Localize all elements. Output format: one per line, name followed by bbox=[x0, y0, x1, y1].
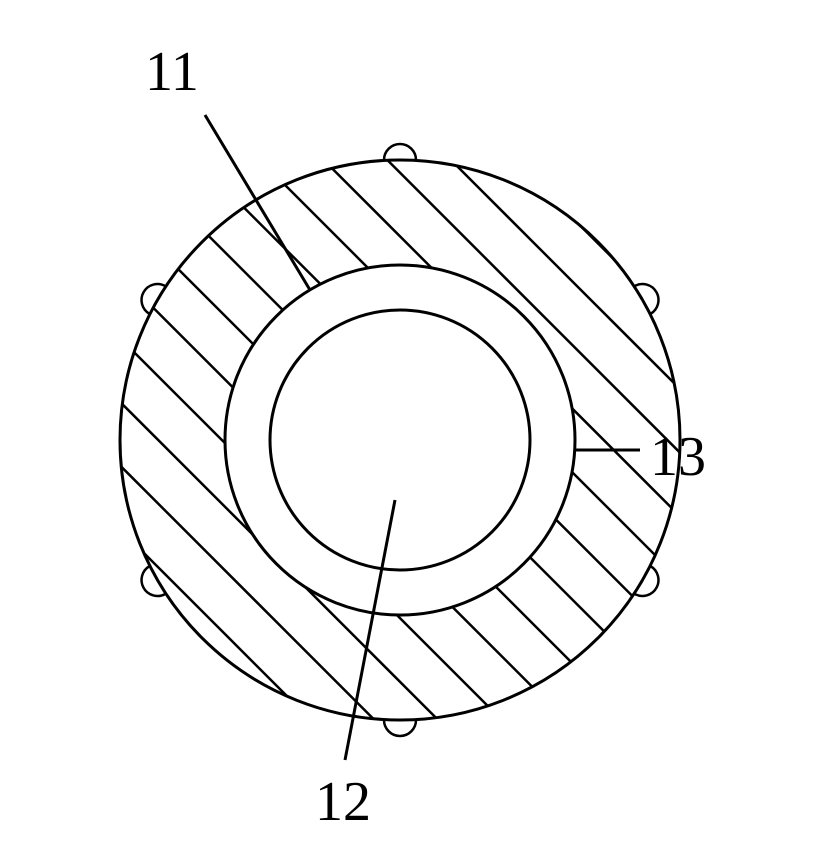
ref-label-12: 12 bbox=[315, 770, 371, 834]
cross-section-svg bbox=[0, 0, 821, 839]
hatching-pattern bbox=[0, 0, 821, 839]
concentric-circles bbox=[120, 160, 680, 720]
technical-diagram: 11 13 12 bbox=[0, 0, 821, 839]
ref-label-13: 13 bbox=[650, 425, 706, 489]
perimeter-notches bbox=[142, 144, 659, 736]
ref-label-11: 11 bbox=[145, 40, 199, 104]
